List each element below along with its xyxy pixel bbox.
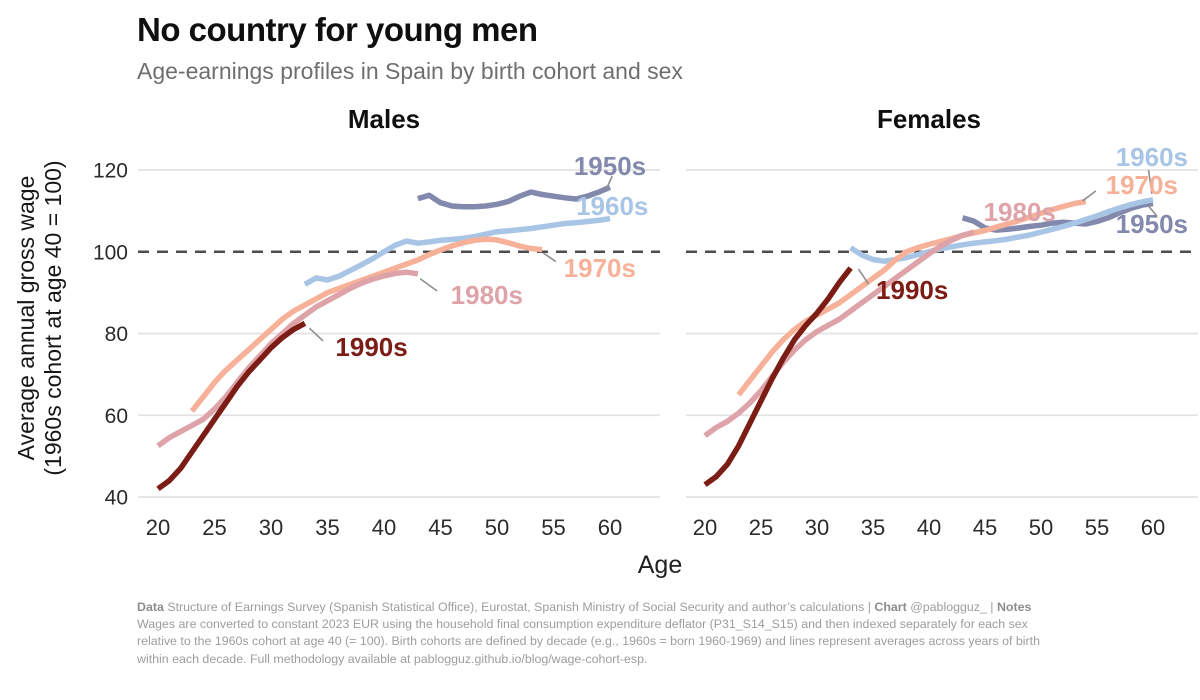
footer-keyword: Chart	[874, 600, 911, 614]
y-tick-label: 120	[93, 160, 128, 183]
y-tick-label: 60	[105, 405, 128, 428]
y-axis-label-line1: Average annual gross wage	[13, 175, 39, 461]
footer-keyword: Data	[137, 600, 168, 614]
footer-text: @pablogguz_ |	[910, 600, 997, 614]
cohort-label-males-1960s: 1960s	[576, 191, 648, 221]
series-line-females-1970s	[736, 198, 1087, 397]
footer-text: Structure of Earnings Survey (Spanish St…	[167, 600, 875, 614]
label-leader-males-1970s	[542, 252, 557, 263]
series-line-males-1970s	[189, 236, 543, 413]
x-axis-label: Age	[637, 551, 683, 579]
x-tick-label-males: 20	[146, 515, 170, 540]
label-leader-females-1990s	[857, 268, 870, 285]
footer-line-4: within each decade. Full methodology ava…	[137, 651, 1187, 668]
x-tick-label-females: 40	[917, 515, 941, 540]
x-tick-label-males: 55	[541, 515, 565, 540]
y-tick-label: 80	[105, 323, 128, 346]
footer-text: Wages are converted to constant 2023 EUR…	[137, 617, 1028, 632]
y-axis-label-line2: (1960s cohort at age 40 = 100)	[40, 160, 66, 476]
x-tick-label-females: 35	[861, 515, 885, 540]
series-line-females-1990s	[703, 266, 853, 487]
x-tick-label-males: 45	[428, 515, 452, 540]
footer-keyword: Notes	[996, 600, 1032, 614]
x-tick-label-females: 55	[1085, 515, 1109, 540]
label-leader-males-1990s	[308, 327, 324, 342]
x-tick-label-males: 60	[598, 515, 622, 540]
page-subtitle: Age-earnings profiles in Spain by birth …	[137, 58, 683, 84]
cohort-label-males-1950s: 1950s	[574, 151, 646, 181]
cohort-label-females-1980s: 1980s	[984, 197, 1056, 227]
series-line-males-1960s	[303, 215, 611, 287]
series-line-females-1980s	[703, 229, 975, 438]
label-leader-females-1950s	[1147, 205, 1157, 216]
x-tick-label-females: 60	[1141, 515, 1165, 540]
series-line-males-1990s	[156, 320, 307, 492]
series-line-males-1950s	[417, 184, 612, 210]
cohort-label-males-1990s: 1990s	[335, 332, 407, 362]
x-tick-label-males: 25	[202, 515, 226, 540]
panel-title-males: Males	[347, 104, 421, 134]
x-tick-label-males: 40	[372, 515, 396, 540]
label-leader-males-1980s	[419, 278, 438, 292]
footer-line-3: relative to the 1960s cohort at age 40 (…	[137, 633, 1187, 650]
x-tick-label-females: 45	[973, 515, 997, 540]
x-tick-label-females: 50	[1029, 515, 1053, 540]
y-axis-label: Average annual gross wage (1960s cohort …	[13, 38, 67, 598]
cohort-label-males-1980s: 1980s	[451, 280, 523, 310]
label-leader-males-1950s	[605, 175, 613, 189]
page-title: No country for young men	[137, 11, 538, 48]
cohort-label-females-1950s: 1950s	[1116, 209, 1188, 239]
footer-line-2: Wages are converted to constant 2023 EUR…	[137, 616, 1187, 633]
footer-line-1: Data Structure of Earnings Survey (Spani…	[137, 599, 1187, 616]
panel-title-females: Females	[876, 104, 982, 134]
cohort-label-females-1990s: 1990s	[876, 275, 948, 305]
label-leader-females-1960s	[1147, 169, 1153, 194]
x-tick-label-males: 30	[259, 515, 283, 540]
cohort-label-females-1970s: 1970s	[1106, 170, 1178, 200]
cohort-label-males-1970s: 1970s	[564, 253, 636, 283]
x-tick-label-males: 50	[485, 515, 509, 540]
x-tick-label-females: 30	[805, 515, 829, 540]
x-tick-label-males: 35	[315, 515, 339, 540]
footer-text: relative to the 1960s cohort at age 40 (…	[137, 634, 1041, 649]
series-line-males-1980s	[156, 269, 419, 449]
cohort-label-females-1960s: 1960s	[1116, 142, 1188, 172]
y-tick-label: 100	[93, 241, 128, 264]
footer-text: within each decade. Full methodology ava…	[137, 651, 648, 666]
x-tick-label-females: 20	[693, 515, 717, 540]
x-tick-label-females: 25	[749, 515, 773, 540]
label-leader-females-1970s	[1081, 190, 1097, 202]
footer-notes: Data Structure of Earnings Survey (Spani…	[137, 599, 1187, 668]
y-tick-label: 40	[105, 487, 128, 510]
